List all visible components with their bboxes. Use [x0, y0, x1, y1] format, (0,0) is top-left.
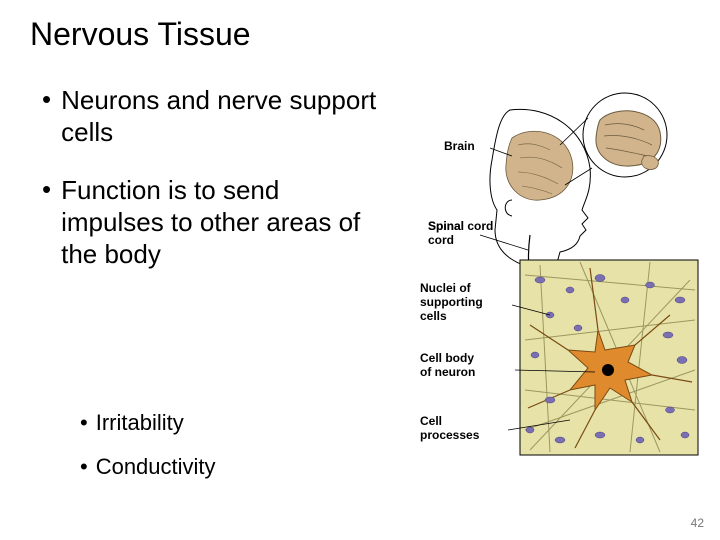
brain-in-head — [506, 131, 573, 200]
label-nuclei-line3: cells — [420, 309, 447, 323]
bullet-dot-icon: • — [80, 410, 88, 436]
page-number: 42 — [691, 516, 704, 530]
bullet-list-level-1: • Neurons and nerve support cells • Func… — [42, 84, 382, 296]
label-spinal-cord-line1: Spinal — [428, 219, 464, 233]
label-processes-line1: Cell — [420, 414, 442, 428]
bullet-dot-icon: • — [42, 84, 51, 148]
label-nuclei-line2: supporting — [420, 295, 483, 309]
leader-line — [480, 235, 528, 250]
slide-title: Nervous Tissue — [30, 16, 251, 53]
label-processes-line2: processes — [420, 428, 480, 442]
bullet-item: • Neurons and nerve support cells — [42, 84, 382, 148]
bullet-list-level-2: • Irritability • Conductivity — [80, 410, 216, 498]
sub-bullet-item: • Conductivity — [80, 454, 216, 480]
slide: Nervous Tissue • Neurons and nerve suppo… — [0, 0, 720, 540]
label-nuclei-line1: Nuclei of — [420, 281, 472, 295]
nervous-tissue-figure: Brain Spinal cord Spinal cord — [400, 90, 700, 460]
bullet-dot-icon: • — [42, 174, 51, 270]
bullet-item: • Function is to send impulses to other … — [42, 174, 382, 270]
brain-callout — [560, 93, 667, 185]
label-brain: Brain — [444, 139, 475, 153]
sub-bullet-item: • Irritability — [80, 410, 216, 436]
bullet-text: Function is to send impulses to other ar… — [61, 174, 382, 270]
label-spinal-cord-line2: cord — [428, 233, 454, 247]
tissue-micrograph — [520, 260, 698, 455]
bullet-text: Neurons and nerve support cells — [61, 84, 382, 148]
sub-bullet-text: Conductivity — [96, 454, 216, 480]
sub-bullet-text: Irritability — [96, 410, 184, 436]
bullet-dot-icon: • — [80, 454, 88, 480]
label-cellbody-line1: Cell body — [420, 351, 474, 365]
label-cellbody-line2: of neuron — [420, 365, 475, 379]
